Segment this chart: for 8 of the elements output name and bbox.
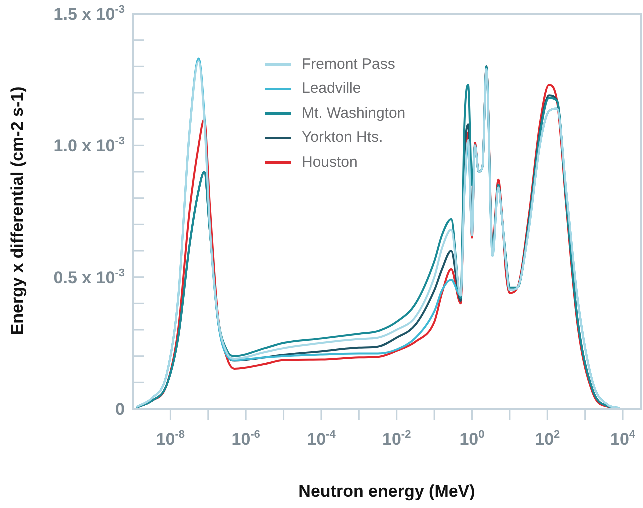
legend-label: Houston	[302, 154, 358, 171]
x-axis-title: Neutron energy (MeV)	[298, 482, 476, 502]
y-tick-label: 0	[116, 400, 126, 419]
legend-label: Leadville	[302, 80, 362, 98]
legend-label: Mt. Washington	[302, 104, 406, 122]
legend-label: Yorkton Hts.	[302, 129, 384, 146]
y-axis-title: Energy x differential (cm-2 s-1)	[8, 86, 28, 336]
legend-label: Fremont Pass	[302, 56, 396, 73]
